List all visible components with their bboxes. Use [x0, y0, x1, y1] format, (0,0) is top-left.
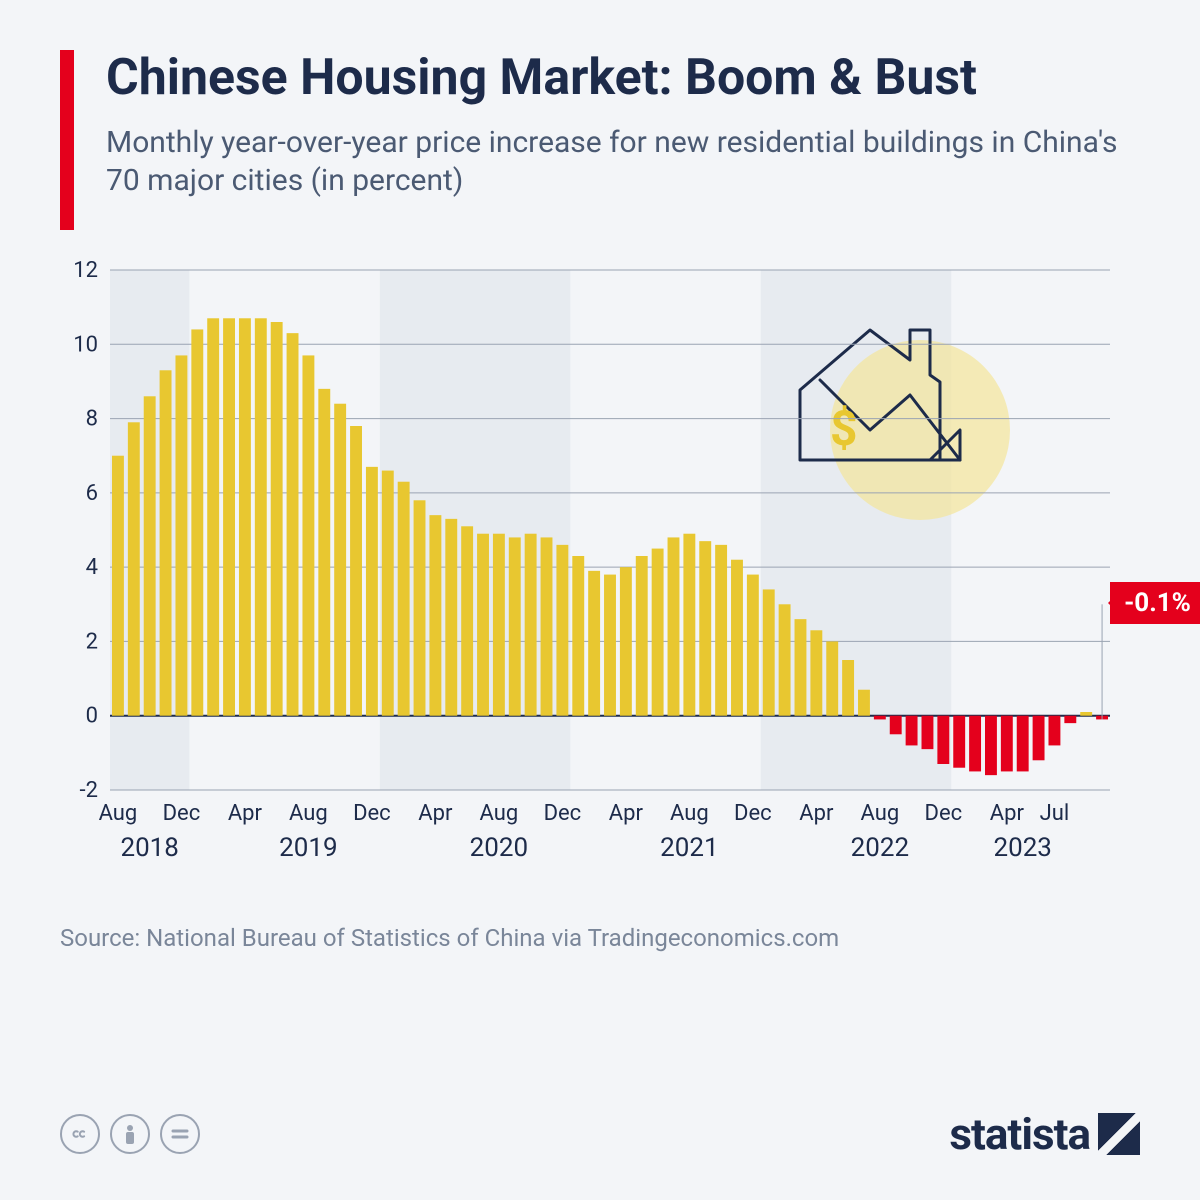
svg-text:4: 4 [86, 555, 98, 580]
svg-text:Apr: Apr [799, 801, 834, 826]
callout-text: -0.1% [1124, 588, 1191, 618]
svg-text:Dec: Dec [925, 801, 963, 826]
svg-text:Jul: Jul [1040, 801, 1070, 826]
svg-text:Apr: Apr [418, 801, 453, 826]
footer: statista [60, 1108, 1140, 1160]
svg-text:Apr: Apr [990, 801, 1025, 826]
chart-subtitle: Monthly year-over-year price increase fo… [106, 124, 1140, 199]
svg-text:6: 6 [86, 481, 98, 506]
bar-chart: $ -2 0 2 4 6 8 10 12 Aug Dec Apr Aug Dec Apr Aug Dec Apr A… [60, 260, 1120, 880]
svg-text:2022: 2022 [851, 833, 909, 863]
header-text: Chinese Housing Market: Boom & Bust Mont… [106, 50, 1140, 199]
svg-text:-2: -2 [80, 778, 98, 803]
chart-title: Chinese Housing Market: Boom & Bust [106, 50, 1140, 106]
svg-text:2021: 2021 [660, 833, 718, 863]
svg-text:$: $ [830, 400, 858, 457]
cc-icon [60, 1114, 100, 1154]
svg-text:Apr: Apr [609, 801, 644, 826]
brand-mark-icon [1098, 1113, 1140, 1155]
svg-text:Aug: Aug [860, 801, 899, 826]
chart-container: $ -2 0 2 4 6 8 10 12 Aug Dec Apr Aug Dec Apr Aug Dec Apr A… [60, 260, 1140, 884]
license-icons [60, 1114, 200, 1154]
svg-text:Aug: Aug [289, 801, 328, 826]
svg-text:8: 8 [86, 407, 98, 432]
value-callout: -0.1% [1110, 582, 1200, 624]
brand-logo: statista [949, 1108, 1140, 1160]
by-icon [110, 1114, 150, 1154]
svg-text:2: 2 [86, 629, 98, 654]
svg-text:2020: 2020 [470, 833, 528, 863]
svg-text:Aug: Aug [670, 801, 709, 826]
svg-text:10: 10 [73, 332, 98, 357]
brand-text: statista [949, 1108, 1090, 1160]
svg-text:2023: 2023 [993, 833, 1051, 863]
svg-text:Dec: Dec [353, 801, 391, 826]
svg-text:2019: 2019 [279, 833, 337, 863]
nd-icon [160, 1114, 200, 1154]
svg-text:Aug: Aug [99, 801, 138, 826]
svg-text:12: 12 [73, 260, 98, 283]
svg-text:Dec: Dec [163, 801, 201, 826]
svg-text:Apr: Apr [228, 801, 263, 826]
svg-text:0: 0 [86, 704, 98, 729]
svg-text:Dec: Dec [734, 801, 772, 826]
header: Chinese Housing Market: Boom & Bust Mont… [60, 50, 1140, 230]
svg-text:Dec: Dec [544, 801, 582, 826]
svg-text:2018: 2018 [120, 833, 178, 863]
source-text: Source: National Bureau of Statistics of… [60, 924, 1140, 952]
svg-text:Aug: Aug [480, 801, 519, 826]
infographic-card: Chinese Housing Market: Boom & Bust Mont… [0, 0, 1200, 1200]
accent-bar [60, 50, 74, 230]
